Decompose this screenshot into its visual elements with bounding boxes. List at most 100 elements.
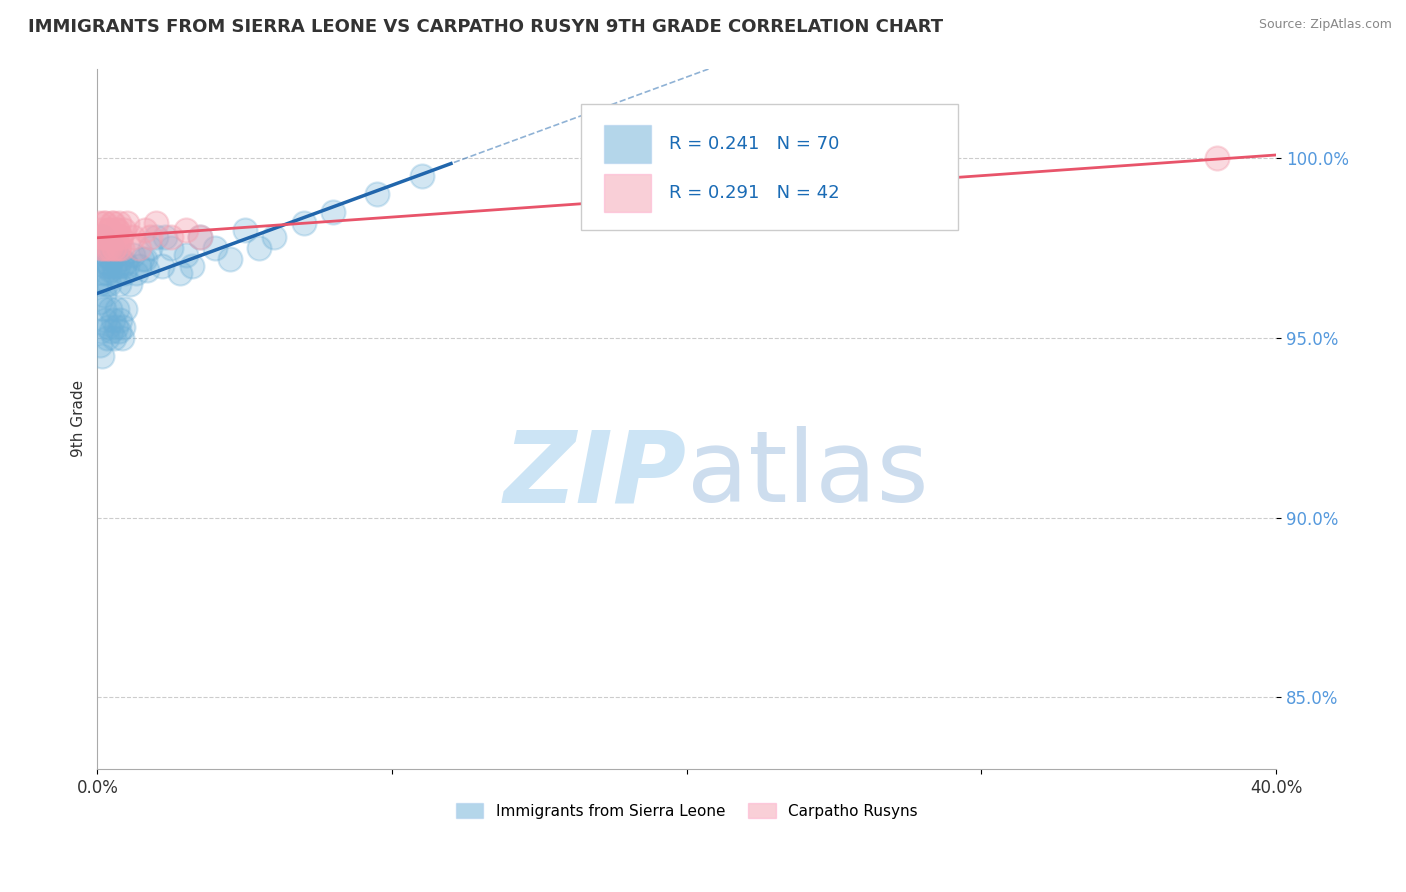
Point [145, 230, 167, 244]
Point [150, 259, 173, 273]
Point [118, 277, 141, 292]
Point [90, 324, 112, 338]
Point [121, 248, 143, 262]
Point [104, 320, 127, 334]
Point [121, 230, 143, 244]
Point [103, 259, 125, 273]
Point [94, 277, 117, 292]
Point [124, 266, 146, 280]
Point [108, 216, 131, 230]
Point [103, 331, 125, 345]
Point [90, 252, 112, 266]
Point [91, 241, 114, 255]
Point [134, 252, 156, 266]
Point [249, 241, 271, 255]
Legend: Immigrants from Sierra Leone, Carpatho Rusyns: Immigrants from Sierra Leone, Carpatho R… [450, 797, 924, 825]
Text: R = 0.241   N = 70: R = 0.241 N = 70 [669, 135, 839, 153]
Point [128, 259, 150, 273]
Point [180, 259, 202, 273]
Point [110, 230, 132, 244]
Point [96, 230, 118, 244]
Point [115, 216, 138, 230]
Point [114, 255, 136, 269]
Point [103, 241, 125, 255]
Point [91, 230, 114, 244]
Point [105, 302, 128, 317]
Point [107, 241, 129, 255]
Point [93, 216, 115, 230]
Point [90, 241, 112, 255]
Point [1206, 152, 1229, 166]
FancyBboxPatch shape [581, 103, 957, 230]
Point [108, 313, 131, 327]
Point [96, 266, 118, 280]
Point [87, 216, 110, 230]
Point [91, 241, 114, 255]
Point [108, 277, 131, 292]
Point [100, 230, 122, 244]
FancyBboxPatch shape [605, 174, 651, 212]
Point [104, 230, 127, 244]
Point [111, 331, 134, 345]
Point [105, 223, 128, 237]
Point [105, 248, 128, 262]
Text: R = 0.291   N = 42: R = 0.291 N = 42 [669, 184, 839, 202]
Point [153, 230, 176, 244]
Point [89, 223, 111, 237]
Point [93, 288, 115, 302]
Point [322, 205, 344, 219]
Point [111, 259, 134, 273]
Point [93, 302, 115, 317]
Point [104, 230, 127, 244]
Point [174, 248, 197, 262]
Point [366, 187, 388, 202]
Point [97, 223, 120, 237]
Point [94, 241, 117, 255]
Point [204, 241, 226, 255]
Point [160, 241, 183, 255]
Point [97, 241, 120, 255]
Point [101, 216, 124, 230]
Point [87, 277, 110, 292]
Point [169, 266, 191, 280]
Point [111, 320, 134, 334]
Point [111, 241, 134, 255]
Point [107, 259, 129, 273]
Point [101, 241, 124, 255]
Point [101, 313, 124, 327]
Text: ZIP: ZIP [503, 426, 686, 524]
Point [112, 266, 135, 280]
Point [145, 216, 167, 230]
Text: atlas: atlas [686, 426, 928, 524]
Point [110, 252, 132, 266]
Point [263, 230, 285, 244]
Point [139, 241, 162, 255]
Text: IMMIGRANTS FROM SIERRA LEONE VS CARPATHO RUSYN 9TH GRADE CORRELATION CHART: IMMIGRANTS FROM SIERRA LEONE VS CARPATHO… [28, 18, 943, 36]
Point [98, 259, 121, 273]
Point [97, 277, 120, 292]
Point [98, 223, 121, 237]
Point [107, 241, 129, 255]
Point [98, 262, 121, 277]
Point [128, 241, 150, 255]
Point [97, 320, 120, 334]
Point [91, 266, 114, 280]
Point [104, 266, 127, 280]
Point [112, 223, 135, 237]
Point [190, 230, 212, 244]
Y-axis label: 9th Grade: 9th Grade [72, 380, 86, 458]
Point [93, 216, 115, 230]
Point [160, 230, 183, 244]
Point [96, 230, 118, 244]
FancyBboxPatch shape [605, 125, 651, 163]
Point [100, 230, 122, 244]
Point [103, 241, 125, 255]
Point [100, 324, 122, 338]
Point [96, 248, 118, 262]
Point [233, 223, 256, 237]
Point [139, 230, 162, 244]
Point [110, 230, 132, 244]
Point [97, 255, 120, 269]
Point [219, 252, 242, 266]
Point [94, 313, 117, 327]
